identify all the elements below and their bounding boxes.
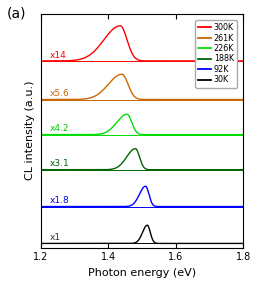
Text: x3.1: x3.1 (49, 159, 69, 168)
X-axis label: Photon energy (eV): Photon energy (eV) (88, 268, 196, 278)
Text: (a): (a) (6, 7, 26, 21)
Y-axis label: CL intensity (a.u.): CL intensity (a.u.) (25, 81, 35, 180)
Legend: 300K, 261K, 226K, 188K, 92K, 30K: 300K, 261K, 226K, 188K, 92K, 30K (195, 20, 237, 87)
Text: x1: x1 (49, 233, 60, 242)
Text: x4.2: x4.2 (49, 124, 69, 133)
Text: x1.8: x1.8 (49, 196, 69, 205)
Text: x5.6: x5.6 (49, 89, 69, 98)
Text: x14: x14 (49, 50, 66, 60)
